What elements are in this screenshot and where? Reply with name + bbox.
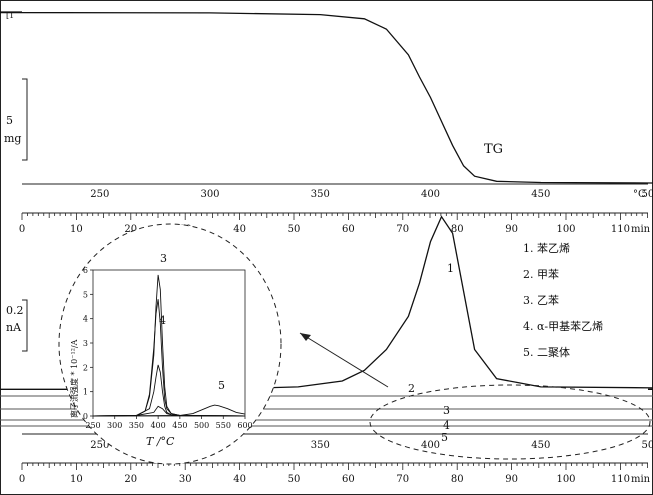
time2-tick-50: 50 — [288, 474, 301, 485]
legend-item-4: 4. α-甲基苯乙烯 — [523, 319, 603, 333]
inset-xtick-350: 350 — [129, 421, 144, 430]
legend-item-3: 3. 乙苯 — [523, 293, 559, 307]
tg-temp-tick-450: 450 — [531, 189, 550, 200]
inset-xtick-450: 450 — [172, 421, 187, 430]
ms-scale-bar — [22, 299, 28, 352]
ms-scale-value: 0.2 — [6, 304, 24, 317]
inset-xtick-500: 500 — [194, 421, 209, 430]
inset-ylabel: 离子流强度 * 10⁻¹²/A — [69, 339, 79, 418]
time2-tick-90: 90 — [505, 474, 518, 485]
inset-series-5 — [92, 404, 246, 417]
inset-x-axis: 250 300 350 400 450 500 550 600 — [85, 416, 253, 430]
inset-ytick-6: 6 — [83, 266, 88, 275]
tg-temp-unit: °C — [633, 189, 646, 200]
tg-temp-tick-350: 350 — [311, 189, 330, 200]
time1-tick-10: 10 — [70, 224, 83, 235]
inset-xlabel: T /°C — [146, 435, 175, 448]
tg-temp-tick-400: 400 — [421, 189, 440, 200]
inset-xtick-400: 400 — [150, 421, 165, 430]
tg-temperature-axis: 50100150200250300350400450500550 — [90, 189, 653, 200]
inset-ytick-1: 1 — [83, 388, 88, 397]
tg-temp-tick-250: 250 — [90, 189, 109, 200]
tg-scale-unit: mg — [4, 132, 21, 145]
time1-tick-110: 110 — [611, 224, 630, 235]
inset-xtick-300: 300 — [107, 421, 122, 430]
inset-xtick-550: 550 — [216, 421, 231, 430]
inset-ytick-2: 2 — [83, 363, 88, 372]
ms-temp-tick-250: 250 — [90, 440, 109, 451]
ms-series-1 — [0, 215, 653, 390]
ms-temp-tick-450: 450 — [531, 440, 550, 451]
inset-xtick-250: 250 — [85, 421, 100, 430]
time1-tick-90: 90 — [505, 224, 518, 235]
inset-ytick-4: 4 — [83, 315, 88, 324]
time1-tick-50: 50 — [288, 224, 301, 235]
inset-ytick-3: 3 — [83, 339, 88, 348]
legend-item-2: 2. 甲苯 — [523, 267, 559, 281]
inset-circle — [58, 223, 282, 465]
highlight-ellipse — [369, 384, 651, 460]
time-axis-1-unit: min — [631, 224, 651, 235]
time1-tick-20: 20 — [124, 224, 137, 235]
time1-tick-70: 70 — [396, 224, 409, 235]
time-axis-2-unit: min — [631, 474, 651, 485]
inset-label-4: 4 — [159, 314, 166, 327]
inset-y-axis: 0 1 2 3 4 5 6 — [83, 266, 93, 421]
time2-tick-100: 100 — [556, 474, 575, 485]
time2-tick-10: 10 — [70, 474, 83, 485]
inset-ytick-0: 0 — [83, 412, 88, 421]
time2-tick-60: 60 — [342, 474, 355, 485]
ms-curve-label-4: 4 — [443, 419, 450, 432]
inset-zoom: 250 300 350 400 450 500 550 600 0 1 2 3 4 5 6 3 4 5 T… — [58, 223, 282, 465]
inset-xtick-600: 600 — [237, 421, 252, 430]
time1-tick-40: 40 — [233, 224, 246, 235]
legend-item-5: 5. 二聚体 — [523, 345, 570, 359]
callout-arrowhead — [300, 333, 311, 341]
inset-label-5: 5 — [218, 379, 225, 392]
ms-curve-label-3: 3 — [443, 404, 450, 417]
time1-tick-80: 80 — [451, 224, 464, 235]
time1-tick-60: 60 — [342, 224, 355, 235]
inset-label-3: 3 — [160, 252, 167, 265]
tg-scale-value: 5 — [6, 114, 13, 127]
ms-curve-label-5: 5 — [441, 431, 448, 444]
time2-tick-30: 30 — [179, 474, 192, 485]
time2-tick-40: 40 — [233, 474, 246, 485]
tg-temp-tick-500: 500 — [641, 189, 653, 200]
ms-temp-tick-500: 500 — [641, 440, 653, 451]
time2-tick-0: 0 — [19, 474, 25, 485]
tg-label: TG — [484, 142, 503, 157]
tg-scale-bar — [22, 78, 28, 161]
time1-tick-100: 100 — [556, 224, 575, 235]
legend: 1. 苯乙烯 2. 甲苯 3. 乙苯 4. α-甲基苯乙烯 5. 二聚体 — [523, 241, 603, 359]
tg-curve — [0, 11, 653, 184]
callout-arrow — [299, 332, 389, 388]
tg-temp-tick-300: 300 — [200, 189, 219, 200]
ms-temp-tick-350: 350 — [311, 440, 330, 451]
time2-tick-110: 110 — [611, 474, 630, 485]
ms-curve-label-2: 2 — [408, 382, 415, 395]
corner-mark: [1 — [6, 11, 14, 20]
inset-ytick-5: 5 — [83, 290, 88, 299]
inset-series-2 — [92, 299, 246, 417]
ms-scale-unit: nA — [6, 321, 22, 334]
ms-temp-tick-400: 400 — [421, 440, 440, 451]
ms-curve-label-1: 1 — [447, 262, 454, 275]
time2-tick-80: 80 — [451, 474, 464, 485]
time2-tick-70: 70 — [396, 474, 409, 485]
legend-item-1: 1. 苯乙烯 — [523, 241, 570, 255]
inset-curves — [92, 274, 246, 417]
time2-tick-20: 20 — [124, 474, 137, 485]
time1-tick-0: 0 — [19, 224, 25, 235]
